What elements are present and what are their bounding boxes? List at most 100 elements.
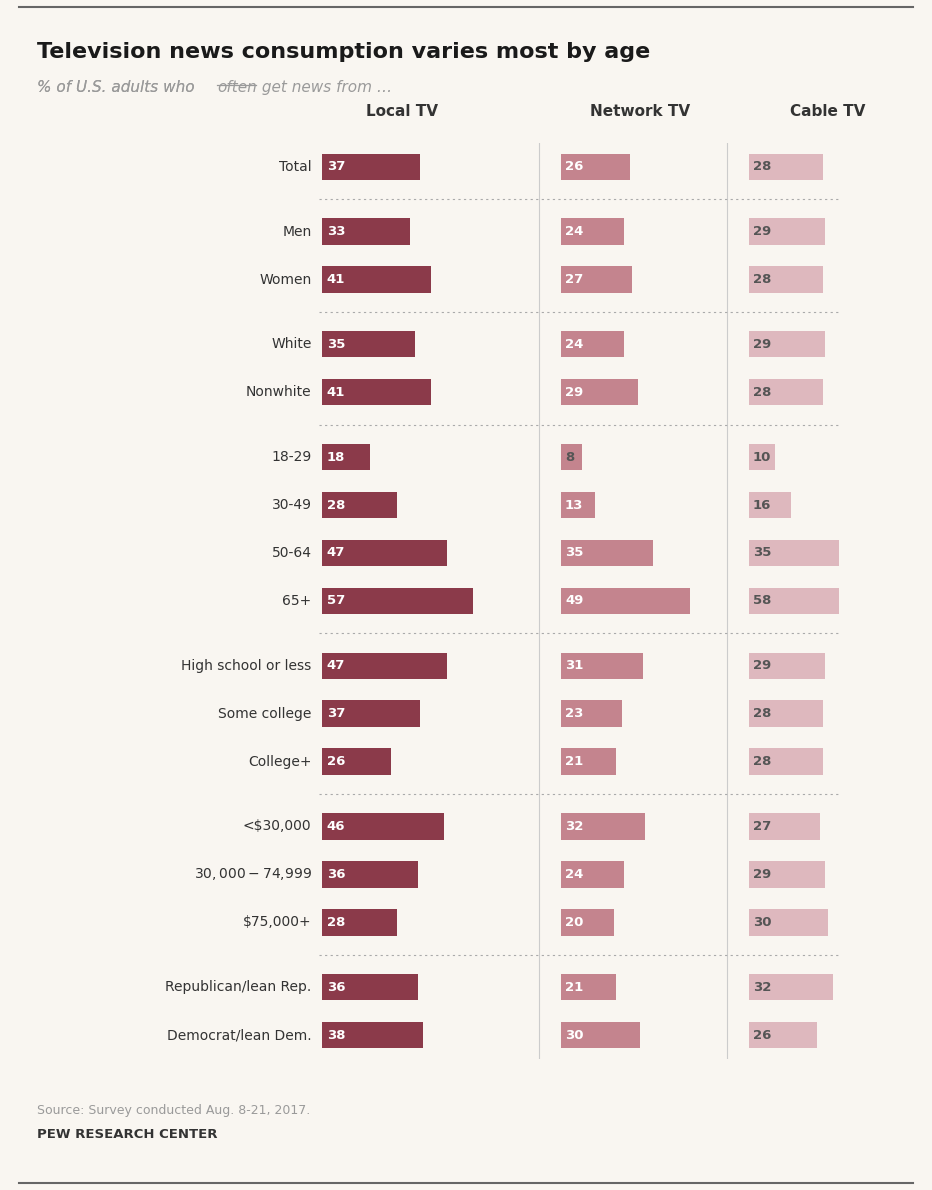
Bar [322,1022,423,1048]
Bar [322,267,431,293]
Bar [748,862,826,888]
Text: 58: 58 [753,595,771,607]
Text: 29: 29 [565,386,583,399]
Text: 13: 13 [565,499,583,512]
Text: Republican/lean Rep.: Republican/lean Rep. [165,981,311,994]
Text: 36: 36 [327,868,345,881]
Bar [561,701,622,727]
Text: College+: College+ [248,754,311,769]
Text: 33: 33 [327,225,345,238]
Text: Some college: Some college [218,707,311,721]
Text: 32: 32 [753,981,771,994]
Text: 27: 27 [565,273,583,286]
Bar [561,154,630,180]
Bar [322,444,370,470]
Text: White: White [271,337,311,351]
Bar [561,491,596,518]
Bar [322,218,410,245]
Text: 28: 28 [753,756,771,769]
Text: High school or less: High school or less [181,659,311,672]
Bar [748,588,902,614]
Text: 28: 28 [753,386,771,399]
Bar [322,813,445,840]
Text: Network TV: Network TV [590,104,691,119]
Text: Television news consumption varies most by age: Television news consumption varies most … [37,42,651,62]
Bar [561,1022,640,1048]
Text: 8: 8 [565,451,574,464]
Bar [322,862,418,888]
Bar [322,749,391,775]
Text: <$30,000: <$30,000 [243,820,311,833]
Bar [561,749,616,775]
Text: 32: 32 [565,820,583,833]
Text: 24: 24 [565,225,583,238]
Text: 23: 23 [565,707,583,720]
Text: 27: 27 [753,820,771,833]
Text: 35: 35 [327,338,345,351]
Text: Democrat/lean Dem.: Democrat/lean Dem. [167,1028,311,1042]
Text: 21: 21 [565,756,583,769]
Bar [322,588,473,614]
Text: 46: 46 [327,820,345,833]
Text: 18-29: 18-29 [271,450,311,464]
Text: Nonwhite: Nonwhite [246,386,311,400]
Text: 28: 28 [753,161,771,174]
Bar [561,331,624,357]
Text: 47: 47 [327,546,345,559]
Bar [561,267,632,293]
Text: 30: 30 [753,916,772,929]
Bar [561,444,582,470]
Text: $75,000+: $75,000+ [243,915,311,929]
Bar [561,380,637,406]
Text: Source: Survey conducted Aug. 8-21, 2017.: Source: Survey conducted Aug. 8-21, 2017… [37,1104,310,1117]
Bar [322,540,446,566]
Bar [748,813,820,840]
Text: 29: 29 [753,868,771,881]
Text: 36: 36 [327,981,345,994]
Text: Local TV: Local TV [365,104,438,119]
Bar [561,588,691,614]
Bar [748,749,823,775]
Bar [748,380,823,406]
Text: 49: 49 [565,595,583,607]
Text: 16: 16 [753,499,771,512]
Text: 37: 37 [327,161,345,174]
Bar [748,154,823,180]
Bar [322,491,396,518]
Text: 41: 41 [327,386,345,399]
Text: 26: 26 [753,1028,771,1041]
Text: Total: Total [279,159,311,174]
Text: 18: 18 [327,451,345,464]
Bar [748,491,791,518]
Text: PEW RESEARCH CENTER: PEW RESEARCH CENTER [37,1128,218,1141]
Bar [322,331,415,357]
Text: 24: 24 [565,338,583,351]
Text: % of U.S. adults who often get news from …: % of U.S. adults who often get news from… [37,80,375,95]
Bar [322,973,418,1001]
Bar [322,909,396,935]
Text: 10: 10 [753,451,771,464]
Bar [748,652,826,679]
Text: 28: 28 [327,499,345,512]
Bar [322,701,420,727]
Text: 28: 28 [753,707,771,720]
Text: 65+: 65+ [282,594,311,608]
Text: % of U.S. adults who: % of U.S. adults who [37,80,199,95]
Text: Cable TV: Cable TV [790,104,866,119]
Bar [748,331,826,357]
Text: 29: 29 [753,225,771,238]
Bar [748,973,833,1001]
Text: 47: 47 [327,659,345,672]
Bar [561,813,646,840]
Bar [748,1022,817,1048]
Text: often: often [217,80,257,95]
Bar [748,540,842,566]
Bar [561,862,624,888]
Bar [748,701,823,727]
Text: 30: 30 [565,1028,583,1041]
Bar [322,380,431,406]
Text: 24: 24 [565,868,583,881]
Text: 35: 35 [565,546,583,559]
Text: 38: 38 [327,1028,345,1041]
Text: $30,000-$74,999: $30,000-$74,999 [194,866,311,883]
